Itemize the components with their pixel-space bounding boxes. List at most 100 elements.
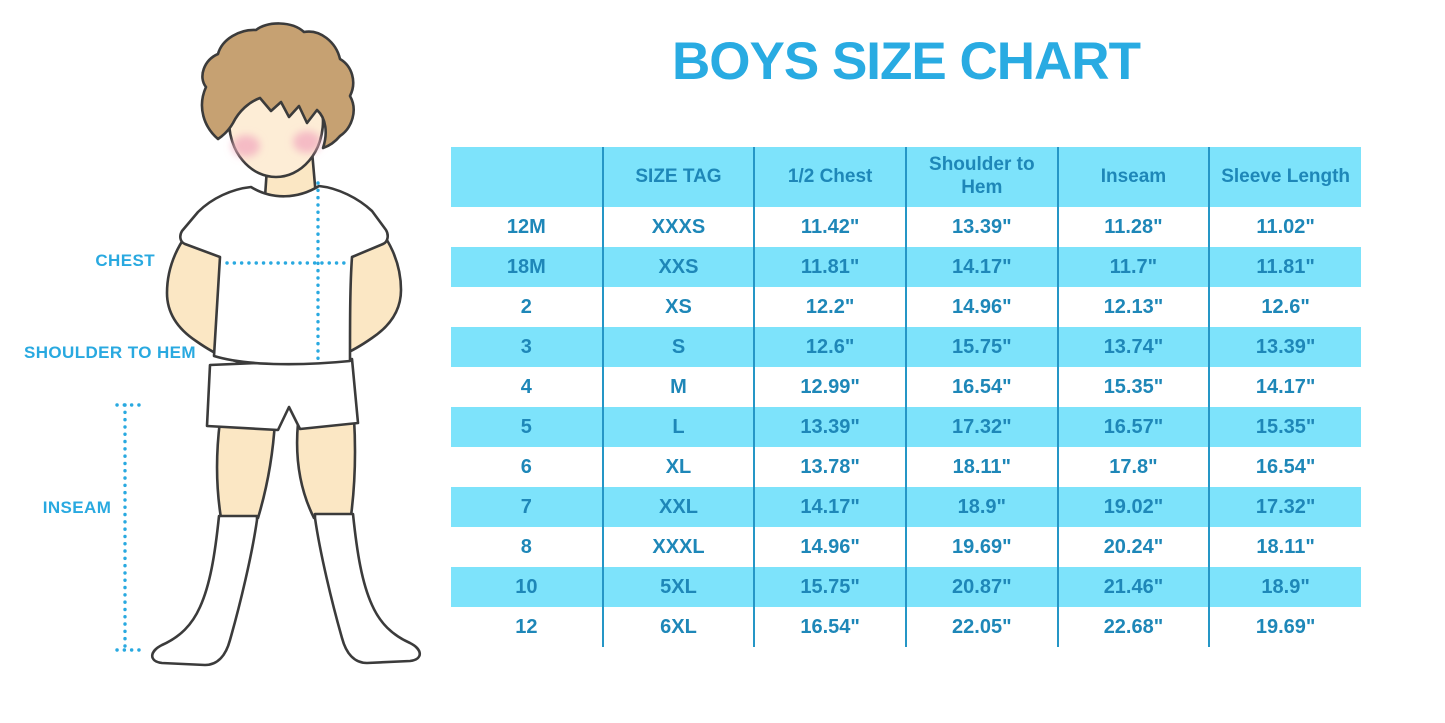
table-cell: XS [601, 287, 755, 327]
blush-left-cheek [232, 135, 260, 157]
table-cell: XXXL [601, 527, 755, 567]
table-row: 10 5XL 15.75" 20.87" 21.46" 18.9" [451, 567, 1361, 607]
table-cell: 8 [451, 527, 603, 567]
size-table-body: 12M XXXS 11.42" 13.39" 11.28" 11.02" 18M XXS 11.… [451, 207, 1361, 647]
header-cell-half-chest: 1/2 Chest [753, 147, 906, 207]
table-cell: 16.57" [1056, 407, 1210, 447]
table-cell: 13.39" [753, 407, 906, 447]
table-cell: 3 [451, 327, 603, 367]
table-cell: 11.28" [1056, 207, 1210, 247]
shorts [205, 357, 360, 432]
table-cell: 13.39" [904, 207, 1058, 247]
table-row: 8 XXXL 14.96" 19.69" 20.24" 18.11" [451, 527, 1361, 567]
table-cell: XXS [601, 247, 755, 287]
t-shirt [179, 184, 389, 366]
table-cell: 19.69" [1208, 607, 1361, 647]
table-row: 2 XS 12.2" 14.96" 12.13" 12.6" [451, 287, 1361, 327]
table-cell: 12.13" [1056, 287, 1210, 327]
table-cell: 11.42" [753, 207, 906, 247]
table-cell: 14.17" [1208, 367, 1361, 407]
table-cell: 14.17" [904, 247, 1058, 287]
table-cell: 17.32" [1208, 487, 1361, 527]
table-cell: 19.69" [904, 527, 1058, 567]
shoulder-to-hem-label: SHOULDER TO HEM [24, 343, 196, 362]
table-row: 4 M 12.99" 16.54" 15.35" 14.17" [451, 367, 1361, 407]
header-cell-size [451, 147, 603, 207]
table-cell: 4 [451, 367, 603, 407]
table-cell: 13.78" [753, 447, 906, 487]
right-sock [313, 512, 422, 665]
table-cell: 12M [451, 207, 603, 247]
table-row: 18M XXS 11.81" 14.17" 11.7" 11.81" [451, 247, 1361, 287]
table-cell: 10 [451, 567, 603, 607]
left-leg [215, 419, 277, 520]
chest-label: CHEST [95, 251, 155, 270]
table-row: 12M XXXS 11.42" 13.39" 11.28" 11.02" [451, 207, 1361, 247]
table-cell: M [601, 367, 755, 407]
header-row: SIZE TAG 1/2 Chest Shoulder to Hem Insea… [451, 147, 1361, 207]
table-cell: 14.96" [904, 287, 1058, 327]
table-cell: 12 [451, 607, 603, 647]
inseam-label: INSEAM [42, 498, 112, 517]
table-cell: 2 [451, 287, 603, 327]
table-cell: XXL [601, 487, 755, 527]
size-table-header: SIZE TAG 1/2 Chest Shoulder to Hem Insea… [451, 147, 1361, 207]
table-cell: 18.9" [904, 487, 1058, 527]
table-cell: 17.32" [904, 407, 1058, 447]
table-cell: 12.6" [1208, 287, 1361, 327]
blush-right-cheek [293, 131, 321, 153]
table-cell: 6 [451, 447, 603, 487]
left-sock [150, 514, 259, 667]
table-cell: S [601, 327, 755, 367]
size-table: SIZE TAG 1/2 Chest Shoulder to Hem Insea… [451, 147, 1361, 647]
right-leg [295, 416, 357, 520]
header-cell-size-tag: SIZE TAG [601, 147, 755, 207]
table-cell: 14.96" [753, 527, 906, 567]
table-cell: 19.02" [1056, 487, 1210, 527]
table-cell: 11.81" [1208, 247, 1361, 287]
table-cell: 12.6" [753, 327, 906, 367]
page-title: BOYS SIZE CHART [672, 32, 1141, 91]
table-cell: 18.11" [904, 447, 1058, 487]
table-cell: 20.87" [904, 567, 1058, 607]
table-cell: 15.35" [1056, 367, 1210, 407]
table-cell: 17.8" [1056, 447, 1210, 487]
table-cell: 11.81" [753, 247, 906, 287]
table-row: 12 6XL 16.54" 22.05" 22.68" 19.69" [451, 607, 1361, 647]
table-cell: 20.24" [1056, 527, 1210, 567]
table-cell: 11.02" [1208, 207, 1361, 247]
table-cell: 13.74" [1056, 327, 1210, 367]
table-cell: 16.54" [753, 607, 906, 647]
table-row: 7 XXL 14.17" 18.9" 19.02" 17.32" [451, 487, 1361, 527]
table-row: 6 XL 13.78" 18.11" 17.8" 16.54" [451, 447, 1361, 487]
table-cell: 5XL [601, 567, 755, 607]
table-cell: 15.75" [753, 567, 906, 607]
table-cell: XL [601, 447, 755, 487]
table-cell: 14.17" [753, 487, 906, 527]
table-cell: 21.46" [1056, 567, 1210, 607]
hair [200, 22, 355, 150]
table-cell: 12.99" [753, 367, 906, 407]
table-cell: 13.39" [1208, 327, 1361, 367]
table-cell: 5 [451, 407, 603, 447]
table-cell: 16.54" [904, 367, 1058, 407]
table-cell: 11.7" [1056, 247, 1210, 287]
table-cell: 18M [451, 247, 603, 287]
table-cell: 15.75" [904, 327, 1058, 367]
header-cell-inseam: Inseam [1056, 147, 1210, 207]
header-cell-sleeve-length: Sleeve Length [1208, 147, 1361, 207]
table-cell: 12.2" [753, 287, 906, 327]
header-cell-shoulder-to-hem: Shoulder to Hem [904, 147, 1058, 207]
table-row: 5 L 13.39" 17.32" 16.57" 15.35" [451, 407, 1361, 447]
table-cell: 22.05" [904, 607, 1058, 647]
boy-figure-illustration [115, 22, 422, 667]
table-cell: 18.9" [1208, 567, 1361, 607]
table-cell: XXXS [601, 207, 755, 247]
table-cell: L [601, 407, 755, 447]
table-row: 3 S 12.6" 15.75" 13.74" 13.39" [451, 327, 1361, 367]
table-cell: 16.54" [1208, 447, 1361, 487]
table-cell: 6XL [601, 607, 755, 647]
table-cell: 18.11" [1208, 527, 1361, 567]
table-cell: 15.35" [1208, 407, 1361, 447]
